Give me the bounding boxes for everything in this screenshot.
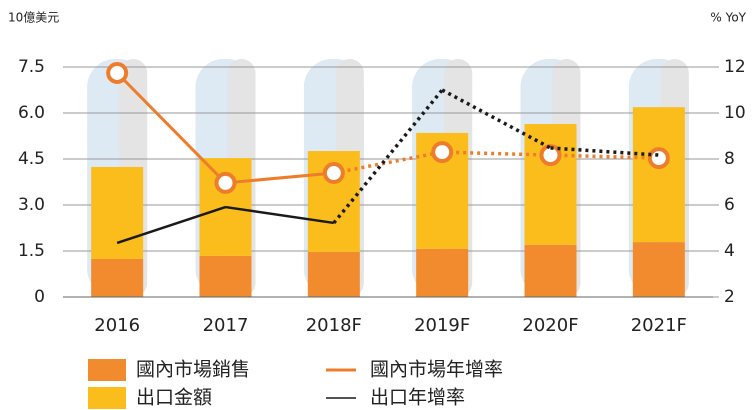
legend-label: 出口年增率 xyxy=(370,387,465,409)
line-marker xyxy=(108,64,126,82)
y2-tick-label: 10 xyxy=(724,103,746,123)
legend-label: 國內市場銷售 xyxy=(136,359,250,381)
y-tick-label: 7.5 xyxy=(18,57,45,77)
y2-tick-label: 6 xyxy=(724,195,735,215)
line-marker xyxy=(217,174,235,192)
y-tick-label: 4.5 xyxy=(18,149,45,169)
y-tick-label: 1.5 xyxy=(18,241,45,261)
line-marker xyxy=(325,164,343,182)
bar xyxy=(525,124,577,245)
line-marker xyxy=(650,149,668,167)
y2-tick-label: 12 xyxy=(724,57,746,77)
bar xyxy=(633,107,685,242)
bar xyxy=(416,249,468,297)
chart: 10億美元 % YoY 0 1.5 3.0 4.5 6.0 7.5 2 4 6 8 10 12 2016… xyxy=(0,0,754,410)
x-tick-label: 2020F xyxy=(522,315,578,336)
y-tick-label: 6.0 xyxy=(18,103,45,123)
y2-tick-label: 4 xyxy=(724,241,735,261)
line-marker xyxy=(433,143,451,161)
x-tick-label: 2016 xyxy=(94,315,140,336)
x-tick-label: 2018F xyxy=(306,315,362,336)
y-tick-label: 3.0 xyxy=(18,195,45,215)
bar xyxy=(633,242,685,297)
x-tick-label: 2021F xyxy=(631,315,687,336)
bar xyxy=(200,256,252,297)
bar xyxy=(91,259,143,297)
legend-label: 國內市場年增率 xyxy=(370,359,503,381)
bar xyxy=(308,252,360,297)
y-tick-label: 0 xyxy=(34,287,45,307)
y2-tick-label: 2 xyxy=(724,287,735,307)
legend-label: 出口金額 xyxy=(136,387,212,409)
y-axis-label: 10億美元 xyxy=(8,11,59,25)
legend-swatch xyxy=(88,359,126,381)
y2-axis-label: % YoY xyxy=(710,11,746,25)
x-tick-label: 2017 xyxy=(203,315,249,336)
bar xyxy=(91,167,143,259)
y2-tick-label: 8 xyxy=(724,149,735,169)
x-tick-label: 2019F xyxy=(414,315,470,336)
bar xyxy=(525,245,577,297)
legend-swatch xyxy=(88,387,126,409)
